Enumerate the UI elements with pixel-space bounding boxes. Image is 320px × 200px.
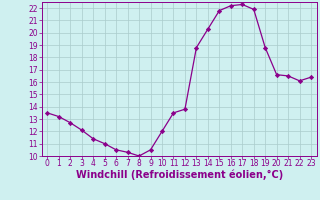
- X-axis label: Windchill (Refroidissement éolien,°C): Windchill (Refroidissement éolien,°C): [76, 170, 283, 180]
